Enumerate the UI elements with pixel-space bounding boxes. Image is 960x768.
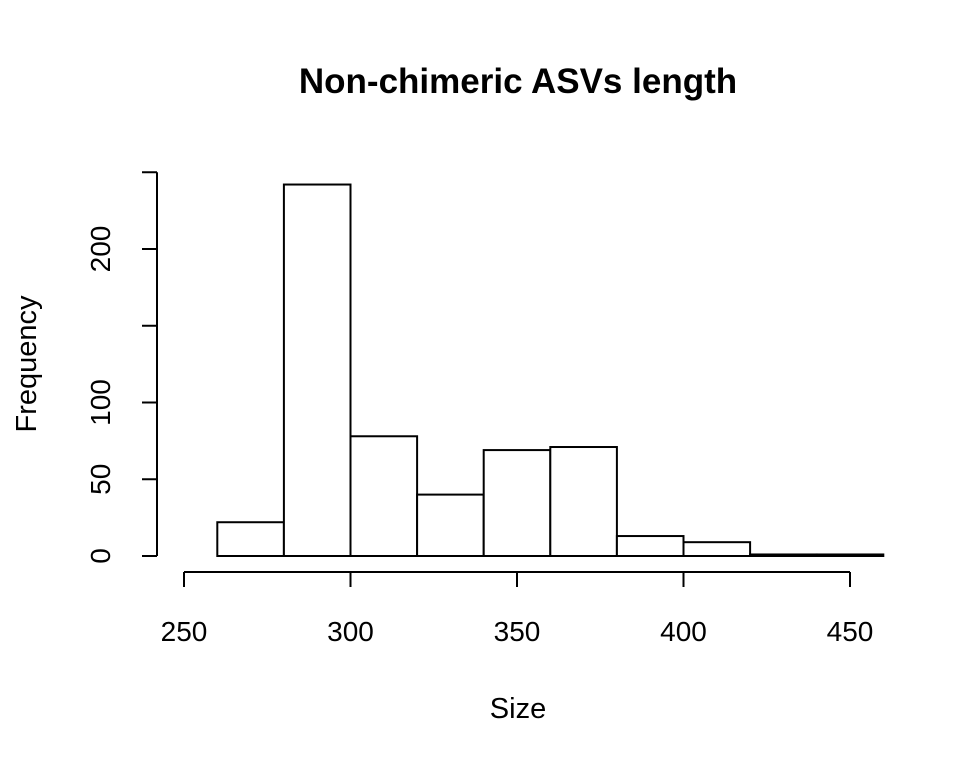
histogram-bar <box>416 493 485 558</box>
y-axis-label: Frequency <box>11 295 43 433</box>
histogram-bar <box>815 553 885 558</box>
x-tick-label: 350 <box>494 616 541 647</box>
x-tick-label: 250 <box>161 616 208 647</box>
histogram-bar <box>549 446 618 558</box>
histogram-bar <box>282 183 352 557</box>
y-tick-label: 50 <box>85 464 116 495</box>
histogram-bar <box>349 435 419 557</box>
x-tick-label: 300 <box>327 616 374 647</box>
histogram-bar <box>216 521 285 557</box>
histogram-bars <box>216 183 885 558</box>
histogram-bar <box>682 541 752 557</box>
chart-title: Non-chimeric ASVs length <box>299 62 737 101</box>
x-tick-label: 400 <box>660 616 707 647</box>
histogram-bar <box>615 535 685 557</box>
x-axis: 250 300 350 400 450 <box>161 571 874 647</box>
y-tick-label: 200 <box>85 226 116 273</box>
x-tick-label: 450 <box>827 616 874 647</box>
x-axis-label: Size <box>490 693 546 725</box>
y-axis: 0 50 100 200 <box>85 171 158 564</box>
histogram-bar <box>749 553 818 558</box>
y-tick-label: 100 <box>85 379 116 426</box>
histogram-bar <box>482 449 552 557</box>
y-tick-label: 0 <box>85 548 116 564</box>
